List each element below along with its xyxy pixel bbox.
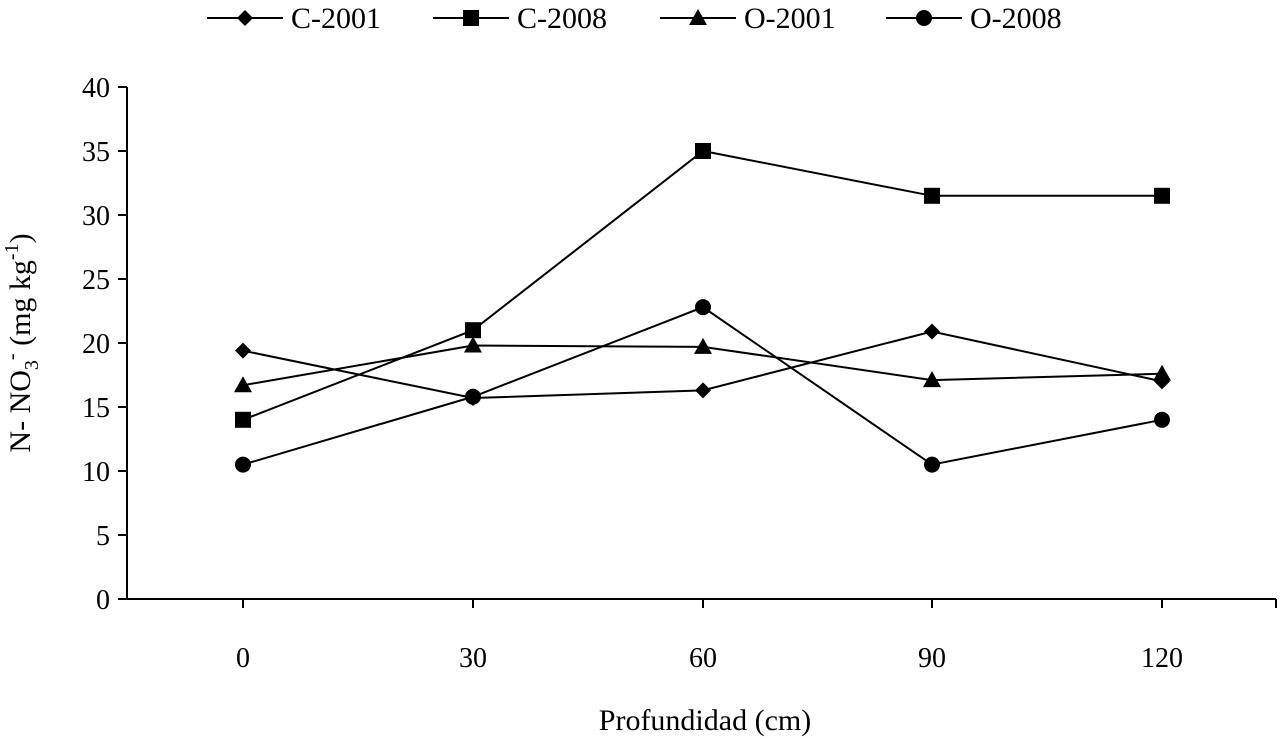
x-tick-label: 0 [236,643,250,674]
data-point [924,323,940,340]
y-title-sub: 3 [21,360,43,370]
data-point [923,371,941,388]
data-point [695,143,711,159]
y-tick-label: 0 [96,585,110,616]
y-tick-label: 25 [82,265,110,296]
legend: C-2001 C-2008 O-2001 O-2008 [207,2,1062,35]
legend-marker [237,10,253,26]
y-title-sup: - [1,353,23,360]
y-axis-title-group: N- NO3- (mg kg-1) [1,233,43,452]
y-tick-label: 10 [82,457,110,488]
series-c-2008 [235,143,1170,428]
x-tick-label: 30 [459,643,487,674]
series-o-2008 [235,299,1170,473]
y-tick-label: 15 [82,393,110,424]
y-title-units-sup: -1 [1,243,23,260]
legend-marker [916,10,932,26]
legend-marker [463,10,479,26]
data-point [1153,364,1171,381]
legend-label: O-2001 [744,2,836,35]
x-tick-label: 60 [689,643,717,674]
y-tick-label: 35 [82,137,110,168]
series-layer [234,143,1171,473]
data-point [235,411,251,428]
data-point [695,299,711,316]
series-o-2001 [234,336,1171,393]
data-point [235,342,251,359]
legend-marker [689,9,707,25]
data-point [924,456,940,473]
y-title-prefix: N- NO [4,370,37,453]
y-tick-label: 40 [82,73,110,104]
legend-label: C-2008 [517,2,607,35]
data-point [1154,411,1170,428]
data-point [465,322,481,339]
data-point [694,337,712,354]
legend-label: C-2001 [291,2,381,35]
y-tick-label: 5 [96,521,110,552]
data-point [465,388,481,405]
y-title-units-prefix: (mg kg [4,260,37,353]
legend-item-c-2008: C-2008 [433,2,607,35]
y-tick-label: 20 [82,329,110,360]
x-tick-label: 120 [1141,643,1183,674]
data-point [464,336,482,353]
legend-item-c-2001: C-2001 [207,2,381,35]
data-point [1154,187,1170,204]
x-axis-title: Profundidad (cm) [599,704,811,737]
legend-label: O-2008 [970,2,1062,35]
y-axis: 0 5 10 15 20 25 30 35 40 [82,73,128,616]
data-point [234,376,252,393]
y-tick-label: 30 [82,201,110,232]
legend-item-o-2008: O-2008 [886,2,1062,35]
y-axis-title: N- NO3- (mg kg-1) [1,233,43,452]
data-point [235,456,251,473]
data-point [695,382,711,399]
data-point [924,187,940,204]
series-c-2001 [235,323,1170,407]
x-axis: 0 30 60 90 120 [127,598,1277,674]
legend-item-o-2001: O-2001 [660,2,836,35]
y-title-units-suffix: ) [4,233,37,243]
x-tick-label: 90 [918,643,946,674]
